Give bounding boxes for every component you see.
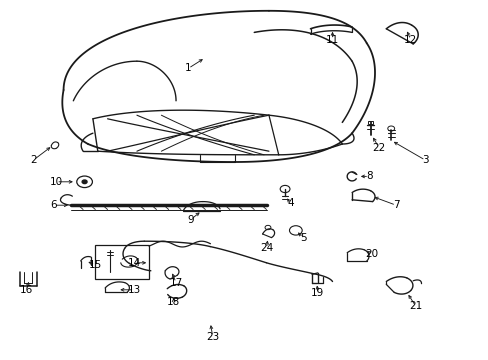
Text: 13: 13 <box>127 285 141 295</box>
Text: 18: 18 <box>166 297 180 307</box>
Bar <box>367 121 372 124</box>
Text: 22: 22 <box>371 143 385 153</box>
Text: 20: 20 <box>365 249 377 259</box>
Text: 21: 21 <box>408 301 422 311</box>
Text: 15: 15 <box>88 260 102 270</box>
Text: 11: 11 <box>325 35 339 45</box>
Text: 24: 24 <box>259 243 273 253</box>
Text: 9: 9 <box>187 215 194 225</box>
Text: 3: 3 <box>421 155 428 165</box>
Text: 19: 19 <box>310 288 324 298</box>
Text: 1: 1 <box>184 63 191 73</box>
Text: 16: 16 <box>20 285 34 295</box>
Text: 12: 12 <box>403 35 417 45</box>
Text: 10: 10 <box>50 177 62 187</box>
Text: 14: 14 <box>127 258 141 268</box>
Text: 23: 23 <box>205 332 219 342</box>
Text: 6: 6 <box>50 200 57 210</box>
Text: 17: 17 <box>169 278 183 288</box>
Circle shape <box>82 180 87 184</box>
Text: 8: 8 <box>365 171 372 181</box>
Text: 2: 2 <box>30 155 37 165</box>
Text: 4: 4 <box>287 198 294 208</box>
Text: 5: 5 <box>299 233 306 243</box>
Bar <box>95 245 149 279</box>
Text: 7: 7 <box>392 200 399 210</box>
